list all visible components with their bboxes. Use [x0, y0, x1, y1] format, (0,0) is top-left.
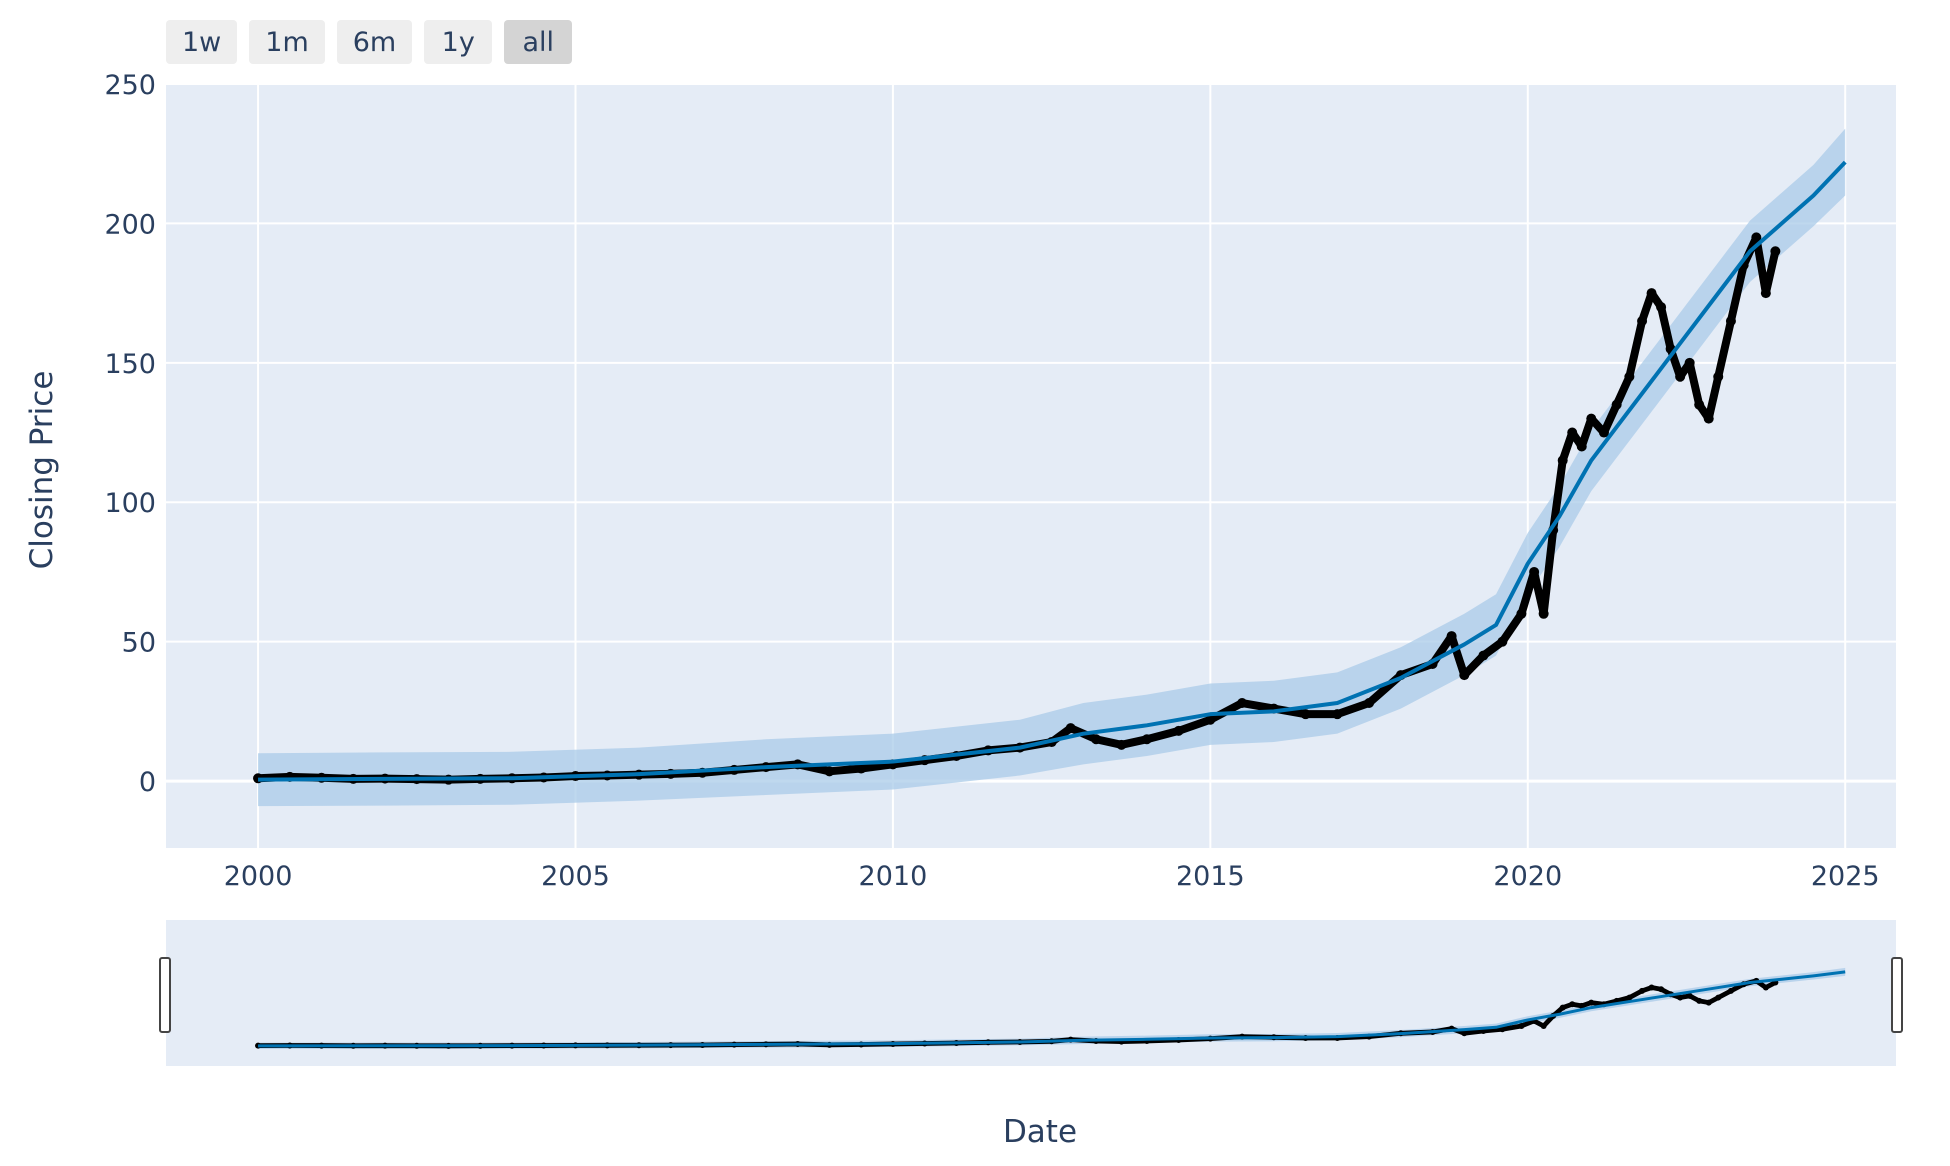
range-button-6m[interactable]: 6m	[336, 20, 413, 64]
rangeslider-right-handle[interactable]	[1891, 957, 1903, 1033]
y-tick-label: 150	[104, 349, 156, 380]
x-tick-label: 2000	[224, 861, 293, 892]
x-tick-label: 2020	[1493, 861, 1562, 892]
rangeslider-left-handle[interactable]	[159, 957, 171, 1033]
range-button-1m[interactable]: 1m	[249, 20, 325, 64]
y-tick-label: 100	[104, 488, 156, 519]
range-selector: 1w 1m 6m 1y all	[166, 20, 573, 64]
y-tick-label: 250	[104, 70, 156, 101]
x-tick-label: 2025	[1811, 861, 1880, 892]
x-axis-title: Date	[1003, 1114, 1077, 1150]
range-button-1y[interactable]: 1y	[424, 20, 493, 64]
y-tick-label: 200	[104, 209, 156, 240]
x-tick-label: 2015	[1176, 861, 1245, 892]
x-tick-label: 2005	[541, 861, 610, 892]
y-tick-label: 50	[122, 628, 156, 659]
forecast-line	[258, 160, 1847, 782]
range-button-all[interactable]: all	[504, 20, 573, 64]
x-tick-label: 2010	[859, 861, 928, 892]
range-button-1w[interactable]: 1w	[166, 20, 238, 64]
y-tick-label: 0	[139, 767, 156, 798]
y-axis-title: Closing Price	[24, 371, 60, 570]
rangeslider-forecast-line	[258, 970, 1846, 1048]
